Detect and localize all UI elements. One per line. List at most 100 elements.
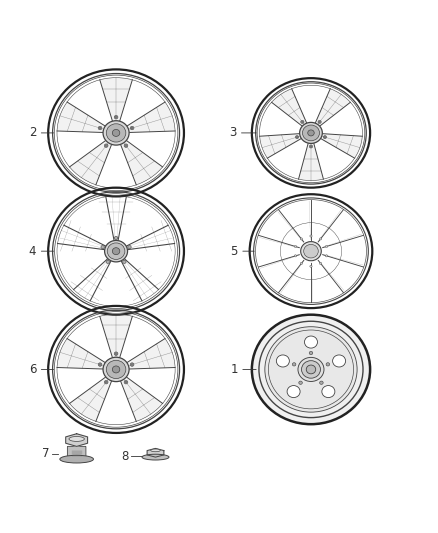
Polygon shape — [124, 102, 175, 133]
Ellipse shape — [103, 120, 129, 145]
Ellipse shape — [319, 238, 322, 240]
Ellipse shape — [292, 363, 296, 366]
Ellipse shape — [128, 246, 131, 249]
Ellipse shape — [308, 130, 314, 136]
Ellipse shape — [105, 240, 127, 262]
Text: 2: 2 — [29, 126, 36, 140]
Ellipse shape — [300, 262, 303, 264]
Text: 4: 4 — [29, 245, 36, 257]
Ellipse shape — [320, 381, 323, 384]
Polygon shape — [100, 78, 132, 123]
Ellipse shape — [304, 336, 318, 348]
Polygon shape — [120, 139, 162, 185]
Polygon shape — [66, 434, 88, 446]
Polygon shape — [272, 89, 308, 127]
Polygon shape — [124, 338, 175, 369]
Ellipse shape — [98, 126, 102, 130]
Ellipse shape — [131, 364, 133, 366]
Ellipse shape — [131, 127, 133, 129]
Text: 1: 1 — [230, 363, 238, 376]
Ellipse shape — [265, 327, 357, 412]
Ellipse shape — [299, 381, 302, 384]
Ellipse shape — [303, 125, 319, 141]
Polygon shape — [314, 89, 350, 127]
Polygon shape — [120, 376, 162, 422]
Ellipse shape — [115, 353, 117, 354]
Ellipse shape — [319, 121, 321, 123]
Ellipse shape — [325, 255, 328, 257]
Ellipse shape — [301, 120, 304, 124]
Ellipse shape — [114, 116, 118, 119]
Ellipse shape — [322, 385, 335, 398]
Ellipse shape — [252, 314, 370, 424]
Ellipse shape — [304, 245, 318, 258]
Ellipse shape — [114, 352, 118, 356]
Ellipse shape — [103, 357, 129, 382]
Text: 5: 5 — [230, 245, 238, 257]
Ellipse shape — [295, 135, 299, 139]
Ellipse shape — [115, 116, 117, 118]
Ellipse shape — [60, 455, 93, 463]
Ellipse shape — [298, 358, 324, 382]
Ellipse shape — [287, 385, 300, 398]
Polygon shape — [299, 141, 323, 181]
Ellipse shape — [300, 123, 322, 143]
Ellipse shape — [69, 437, 85, 441]
Polygon shape — [147, 448, 164, 457]
Ellipse shape — [301, 361, 321, 378]
Polygon shape — [260, 134, 304, 158]
Ellipse shape — [318, 120, 321, 124]
Ellipse shape — [112, 130, 120, 136]
Ellipse shape — [323, 135, 327, 139]
Ellipse shape — [296, 136, 298, 138]
Ellipse shape — [309, 145, 313, 148]
Ellipse shape — [142, 454, 169, 460]
Ellipse shape — [309, 351, 313, 354]
Ellipse shape — [98, 363, 102, 366]
Ellipse shape — [123, 260, 126, 263]
Ellipse shape — [310, 146, 312, 147]
Ellipse shape — [294, 255, 297, 257]
Ellipse shape — [106, 124, 126, 142]
Ellipse shape — [104, 144, 108, 148]
Ellipse shape — [105, 381, 107, 383]
Ellipse shape — [300, 241, 321, 261]
Polygon shape — [70, 376, 113, 422]
Ellipse shape — [326, 363, 330, 366]
Ellipse shape — [130, 363, 134, 366]
Ellipse shape — [310, 265, 312, 268]
Ellipse shape — [319, 262, 322, 264]
Polygon shape — [57, 102, 108, 133]
Ellipse shape — [112, 366, 120, 373]
Ellipse shape — [324, 136, 326, 138]
Polygon shape — [318, 134, 362, 158]
Ellipse shape — [300, 238, 303, 240]
Ellipse shape — [124, 144, 128, 148]
Ellipse shape — [151, 449, 160, 452]
Ellipse shape — [99, 127, 101, 129]
Ellipse shape — [325, 245, 328, 247]
Ellipse shape — [99, 364, 101, 366]
Text: 8: 8 — [121, 450, 128, 463]
Polygon shape — [70, 139, 113, 185]
Ellipse shape — [332, 355, 346, 367]
Ellipse shape — [310, 235, 312, 237]
Ellipse shape — [276, 355, 290, 367]
Ellipse shape — [125, 144, 127, 147]
Ellipse shape — [306, 365, 316, 374]
Ellipse shape — [124, 381, 128, 384]
Polygon shape — [57, 338, 108, 369]
Ellipse shape — [105, 144, 107, 147]
Ellipse shape — [130, 126, 134, 130]
Text: 6: 6 — [29, 363, 36, 376]
Ellipse shape — [301, 121, 303, 123]
Ellipse shape — [101, 246, 104, 249]
Ellipse shape — [106, 260, 110, 263]
Ellipse shape — [112, 248, 120, 255]
Polygon shape — [100, 314, 132, 360]
FancyBboxPatch shape — [67, 446, 86, 461]
Ellipse shape — [125, 381, 127, 383]
Ellipse shape — [114, 236, 118, 239]
Ellipse shape — [104, 381, 108, 384]
Ellipse shape — [107, 243, 125, 260]
